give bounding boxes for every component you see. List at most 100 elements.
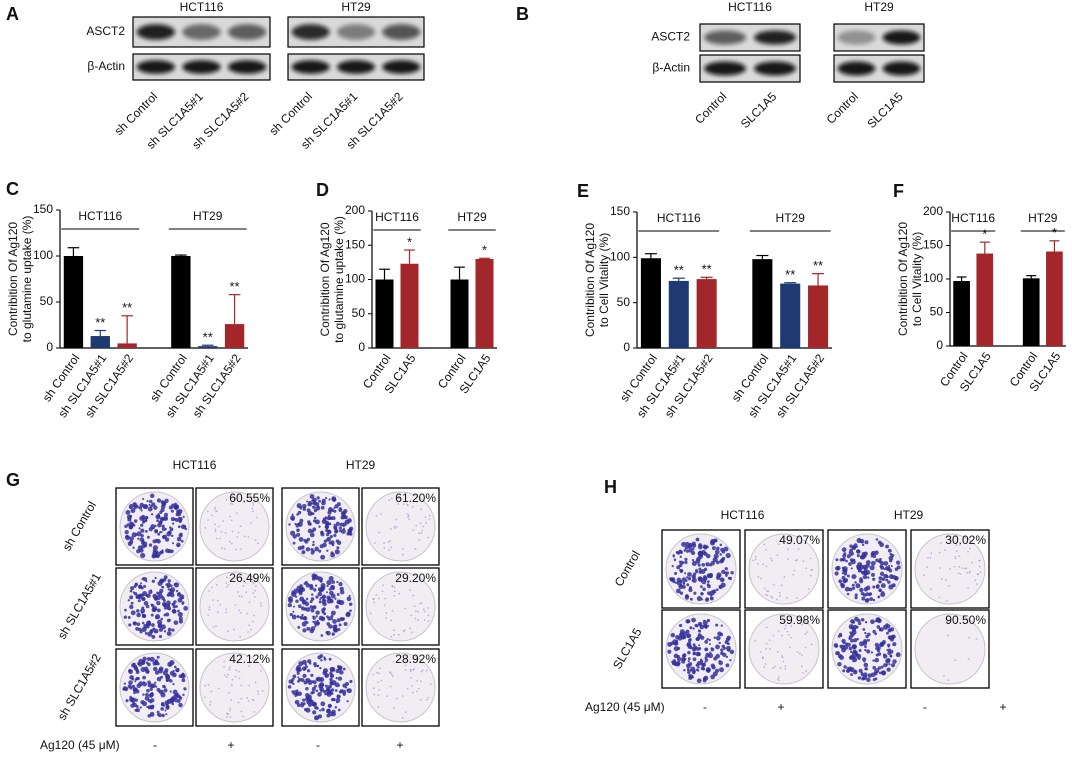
colony [707,591,711,596]
plate [199,652,270,723]
colony [874,632,878,636]
colony [330,698,335,702]
colony [865,634,869,639]
colony [153,628,159,634]
colony [129,514,133,518]
error-bar [175,254,187,256]
colony [863,660,866,663]
colony [213,508,216,511]
colony [145,692,149,697]
colony [229,666,231,669]
percentage: 59.98% [779,613,820,627]
colony [418,538,421,541]
colony [978,565,981,568]
plate [748,533,820,605]
colony [330,610,336,616]
colony [167,579,171,583]
colony [155,614,161,620]
band [704,61,746,76]
row-label: β-Actin [87,59,125,73]
colony [861,596,866,601]
colony [423,619,426,621]
colony [967,586,969,589]
colony [140,552,146,559]
colony [214,528,217,531]
colony [410,614,413,617]
colony [870,619,875,625]
treatment-sign: + [999,700,1006,714]
colony [156,713,160,716]
colony [152,666,158,672]
band [336,24,376,40]
colony [148,503,151,506]
colony [142,693,145,696]
colony [887,580,891,584]
colony [691,541,696,546]
colony [697,633,703,639]
error-bar [379,268,390,280]
colony [693,591,697,595]
colony [320,688,323,692]
colony [150,684,154,689]
colony [316,676,322,682]
colony [209,700,212,703]
colony [171,628,175,632]
colony [301,503,307,509]
significance: ** [230,279,240,294]
error-bar [1026,275,1037,279]
colony [237,670,240,673]
colony [685,576,689,579]
colony [852,624,858,630]
colony [229,716,232,718]
colony [838,579,843,584]
percentage: 28.92% [395,652,436,666]
colony [862,593,867,597]
colony [416,679,419,682]
colony [765,565,768,568]
colony [884,566,890,571]
colony [147,705,152,710]
colony [222,520,224,522]
plate [199,571,270,642]
colony [127,541,133,547]
colony [771,596,774,599]
colony [330,688,335,692]
colony [429,683,432,686]
colony [687,650,691,655]
colony [291,690,294,693]
colony [319,666,322,670]
colony [323,539,328,543]
colony [790,625,793,627]
colony [768,639,771,642]
colony [129,697,135,703]
colony [875,653,879,657]
colony [349,526,354,531]
colony [165,612,170,617]
colony [846,574,850,578]
colony [677,636,683,641]
colony [336,502,341,507]
colony [315,706,319,710]
colony [342,527,345,530]
significance: * [407,234,412,249]
colony [254,589,257,592]
bar [696,279,717,348]
colony [671,580,674,583]
colony [706,637,709,641]
y-tick-label: 50 [352,306,366,320]
colony [317,714,323,719]
colony [154,670,160,675]
colony [402,547,404,550]
colony [809,574,812,577]
colony [383,546,386,549]
colony [409,627,412,630]
colony [848,562,852,566]
colony [305,678,308,681]
colony [251,507,254,510]
band [754,30,796,45]
colony [679,564,683,568]
colony [326,549,329,552]
colony [331,667,336,671]
colony [317,505,320,508]
colony [151,634,156,639]
